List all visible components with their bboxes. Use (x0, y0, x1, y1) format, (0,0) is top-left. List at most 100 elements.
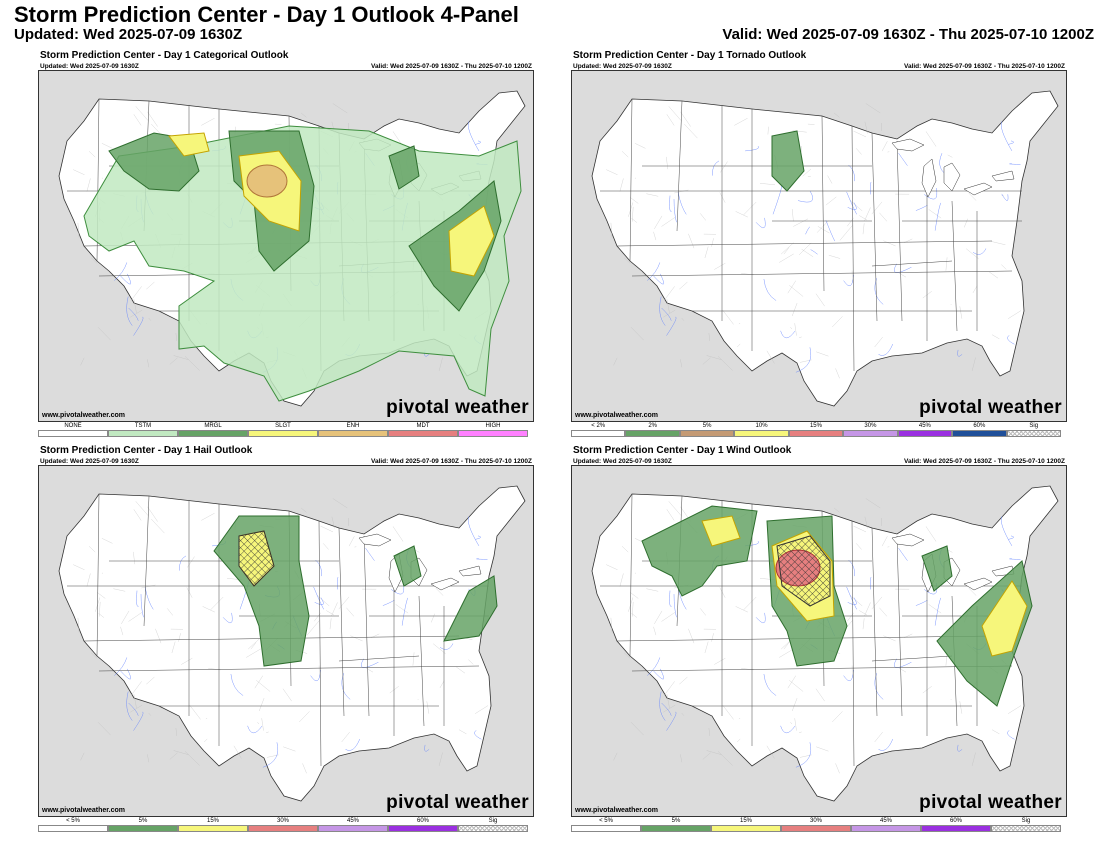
legend-swatch (788, 430, 844, 437)
river (475, 140, 481, 145)
county-line (73, 169, 85, 175)
county-line (668, 501, 682, 516)
panel-valid: Valid: Wed 2025-07-09 1630Z - Thu 2025-0… (370, 63, 532, 70)
county-line (184, 751, 200, 766)
state-border (338, 655, 420, 662)
panel-updated: Updated: Wed 2025-07-09 1630Z (40, 458, 139, 465)
river (846, 191, 857, 215)
county-line (864, 121, 868, 134)
county-line (835, 763, 840, 774)
river (898, 152, 908, 166)
county-line (856, 543, 862, 550)
river (1007, 730, 1015, 740)
river (1009, 163, 1021, 165)
county-line (708, 727, 710, 736)
legend-swatch (108, 825, 178, 832)
county-line (928, 604, 942, 614)
county-line (862, 618, 865, 630)
county-line (862, 223, 865, 235)
river (745, 145, 759, 152)
county-line (634, 143, 646, 149)
legend-label: < 2% (591, 423, 606, 429)
county-line (632, 601, 634, 617)
county-line (865, 103, 881, 114)
county-line (101, 143, 113, 149)
county-line (720, 161, 728, 173)
risk-areas (641, 505, 1033, 707)
county-line (700, 213, 706, 221)
county-line (646, 588, 659, 592)
county-line (922, 686, 932, 694)
legend-item: < 5% (38, 818, 108, 834)
county-line (702, 752, 711, 760)
legend-swatch (781, 825, 851, 832)
legend-item: 45% (897, 423, 953, 439)
county-line (332, 498, 348, 509)
county-line (738, 718, 741, 720)
legend-swatch (38, 430, 108, 437)
county-line (302, 763, 307, 774)
legend-item: SLGT (248, 423, 318, 439)
county-line (169, 752, 178, 760)
county-line (77, 222, 80, 238)
county-line (714, 658, 726, 665)
county-line (630, 197, 639, 204)
state-border (896, 535, 903, 717)
county-line (790, 327, 793, 330)
river (755, 217, 766, 229)
county-line (735, 606, 748, 613)
state-border (851, 520, 855, 767)
county-line (204, 738, 208, 743)
legend-item: 5% (641, 818, 711, 834)
county-line (654, 610, 663, 624)
county-line (704, 246, 709, 259)
categorical-legend: NONE TSTM MRGL SLGT ENH MDT HIGH (38, 423, 528, 439)
county-line (475, 705, 489, 714)
county-line (131, 681, 142, 696)
county-line (766, 745, 775, 759)
county-line (259, 698, 265, 712)
river (653, 273, 664, 285)
county-line (849, 594, 863, 607)
legend-swatch (991, 825, 1061, 832)
county-line (155, 628, 162, 644)
panel-updated: Updated: Wed 2025-07-09 1630Z (40, 63, 139, 70)
county-line (972, 285, 978, 293)
legend-label: 2% (648, 423, 657, 429)
great-lake (891, 533, 925, 547)
county-line (613, 752, 618, 761)
county-line (839, 225, 853, 241)
legend-swatch (952, 430, 1007, 437)
legend-label: 45% (879, 818, 892, 824)
river (128, 702, 139, 716)
county-line (250, 642, 257, 650)
county-line (950, 304, 952, 306)
panel-updated: Updated: Wed 2025-07-09 1630Z (573, 63, 672, 70)
county-line (853, 130, 867, 138)
county-line (881, 141, 888, 152)
river (934, 202, 941, 231)
legend-item: Sig (991, 818, 1061, 834)
county-line (780, 242, 794, 255)
county-line (668, 106, 682, 121)
county-line (186, 587, 193, 598)
county-line (856, 148, 862, 155)
county-line (681, 712, 685, 716)
river (1007, 335, 1015, 345)
legend-label: Sig (1021, 818, 1031, 824)
river (230, 673, 244, 696)
county-line (283, 746, 296, 752)
risk-areas (83, 125, 522, 402)
state-border (631, 665, 1013, 672)
county-line (175, 727, 177, 736)
county-line (971, 357, 976, 371)
river (673, 594, 677, 618)
county-line (859, 610, 868, 616)
great-lake (430, 577, 460, 591)
county-line (947, 549, 953, 553)
county-line (131, 286, 142, 301)
legend-item: 5% (108, 818, 178, 834)
county-line (201, 513, 215, 521)
state-border (871, 260, 953, 267)
county-line (141, 584, 156, 589)
